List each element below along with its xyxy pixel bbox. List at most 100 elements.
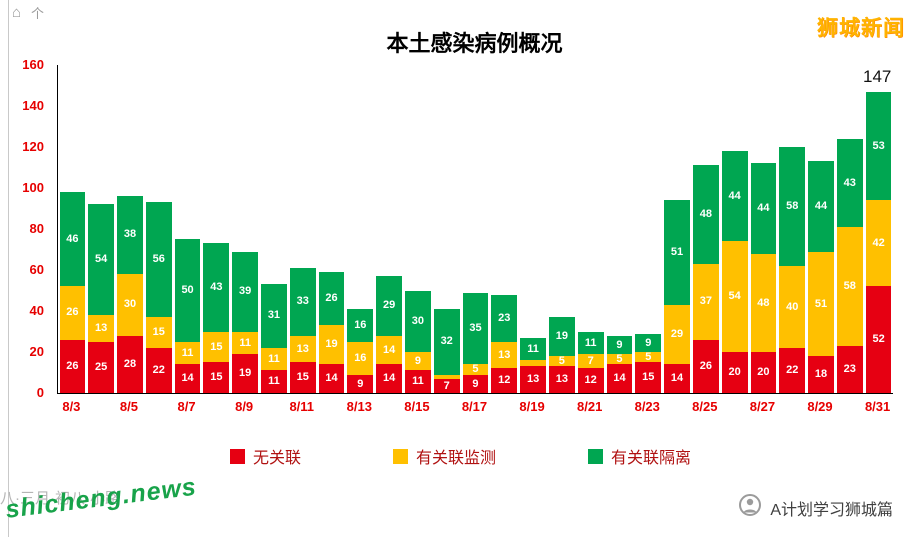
bar-segment-有关联监测: 19 [318,325,345,365]
y-axis-tick-label: 80 [29,221,44,236]
bar-segment-有关联监测: 42 [865,200,892,287]
stacked-bar-8/14: 14 14 29 [376,65,402,393]
y-axis-tick-label: 140 [22,98,44,113]
stacked-bar-8/3: 26 26 46 [59,65,86,393]
x-axis-tick-label: 8/15 [404,399,430,414]
stacked-bar-8/31: 52 42 53 [865,65,892,393]
stacked-bar-8/30: 23 58 43 [836,65,863,393]
bar-segment-无关联: 14 [606,364,633,393]
y-axis-tick-label: 160 [22,57,44,72]
stacked-bar-8/6: 22 15 56 [145,65,172,393]
chart-title: 本土感染病例概况 [386,31,563,56]
bar-segment-无关联: 23 [836,345,863,393]
stacked-bar-8/16: 7 32 [433,65,460,393]
y-axis-tick-label: 60 [29,262,44,277]
bar-segment-无关联: 22 [145,347,172,393]
bar-segment-无关联: 14 [174,364,201,393]
stacked-bar-8/26: 20 54 44 [721,65,748,393]
stacked-bar-8/24: 14 29 51 [664,65,690,393]
bar-segment-有关联隔离: 32 [433,308,460,375]
bar-segment-有关联监测: 48 [750,253,777,352]
bar-segment-无关联: 52 [865,286,892,393]
bar-segment-无关联: 18 [808,356,834,393]
bar-segment-有关联隔离: 51 [664,200,690,305]
bar-segment-无关联: 20 [750,352,777,393]
legend-item-有关联隔离: 有关联隔离 [588,444,691,468]
x-axis-tick-label: 8/27 [749,399,776,414]
stacked-bar-8/4: 25 13 54 [88,65,115,393]
bar-segment-无关联: 20 [721,352,748,393]
brand-logo-text: 狮城新闻 [817,17,905,40]
bar-segment-无关联: 9 [347,374,374,393]
stacked-bar-8/9: 19 11 39 [232,65,259,393]
bar-segment-无关联: 11 [405,370,431,393]
official-account-icon [738,493,762,522]
bar-segment-无关联: 22 [779,347,806,393]
bar-segment-有关联监测: 9 [405,352,431,371]
bar-segment-有关联隔离: 29 [376,276,402,336]
y-axis-tick-label: 40 [29,303,44,318]
bar-segment-有关联监测: 5 [635,351,662,363]
bar-segment-有关联监测: 11 [232,331,259,355]
stacked-bar-8/10: 11 11 31 [261,65,287,393]
stacked-bar-8/29: 18 51 44 [808,65,834,393]
bar-segment-有关联隔离: 33 [289,267,316,336]
bar-segment-有关联监测: 29 [664,304,690,365]
bar-segment-有关联隔离: 46 [59,192,86,287]
x-axis-tick-label: 8/13 [346,399,372,414]
legend-label: 有关联隔离 [611,450,692,467]
bar-segment-有关联监测: 37 [692,263,719,340]
bar-segment-有关联监测 [433,374,460,379]
bar-segment-无关联: 12 [491,368,518,393]
bar-segment-无关联: 15 [635,362,662,393]
stacked-bar-8/21: 12 7 11 [577,65,604,393]
chart-legend: 无关联 有关联监测 有关联隔离 [0,444,921,468]
bar-segment-无关联: 11 [261,370,287,393]
bar-segment-有关联监测: 5 [462,364,489,375]
bar-segment-有关联隔离: 44 [808,161,834,252]
bar-segment-无关联: 7 [433,378,460,393]
bar-segment-有关联监测: 16 [347,341,374,375]
bar-segment-有关联监测: 13 [88,315,115,342]
bar-segment-无关联: 19 [232,354,259,393]
bar-segment-有关联监测: 13 [289,335,316,363]
x-axis-tick-label: 8/3 [62,399,81,414]
bar-segment-无关联: 15 [289,362,316,393]
bar-segment-有关联监测: 11 [174,341,201,365]
bar-segment-无关联: 26 [59,339,86,393]
bar-segment-无关联: 13 [548,366,575,393]
bar-segment-有关联监测 [520,360,546,367]
stacked-bar-8/13: 9 16 16 [347,65,374,393]
x-axis-tick-label: 8/17 [461,399,488,414]
y-axis-tick-label: 20 [29,344,44,359]
stacked-bar-8/19: 13 11 [520,65,546,393]
home-icon: ⌂ [12,4,22,21]
legend-swatch [588,448,603,464]
bar-segment-有关联监测: 40 [779,265,806,348]
bar-segment-有关联隔离: 44 [721,151,748,242]
bar-segment-有关联隔离: 53 [865,91,892,201]
x-axis-tick-label: 8/25 [692,399,718,414]
bar-segment-无关联: 28 [117,335,143,393]
bar-segment-无关联: 14 [664,364,690,393]
bar-segment-有关联监测: 15 [203,331,230,363]
bar-segment-有关联隔离: 58 [779,147,806,266]
bar-segment-有关联监测: 5 [548,355,575,367]
bar-segment-有关联隔离: 43 [203,243,230,332]
legend-swatch [229,448,245,464]
bar-segment-有关联隔离: 44 [750,163,777,254]
bar-segment-有关联监测: 58 [836,226,863,346]
stacked-bar-8/11: 15 13 33 [289,65,316,393]
stacked-bar-8/7: 14 11 50 [174,65,201,393]
x-axis-tick-label: 8/23 [634,399,660,414]
bar-segment-有关联监测: 5 [606,353,633,365]
bar-segment-有关联隔离: 31 [261,284,287,348]
footer-account-credit: A计划学习狮城篇 [738,493,893,522]
x-axis-tick-label: 8/21 [577,399,603,414]
stacked-bar-8/15: 11 9 30 [405,65,431,393]
x-axis-tick-label: 8/19 [519,399,545,414]
x-axis-tick-label: 8/29 [807,399,833,414]
stacked-bar-8/22: 14 5 9 [606,65,633,393]
bar-segment-有关联隔离: 16 [347,308,374,342]
bar-segment-无关联: 13 [520,366,546,393]
